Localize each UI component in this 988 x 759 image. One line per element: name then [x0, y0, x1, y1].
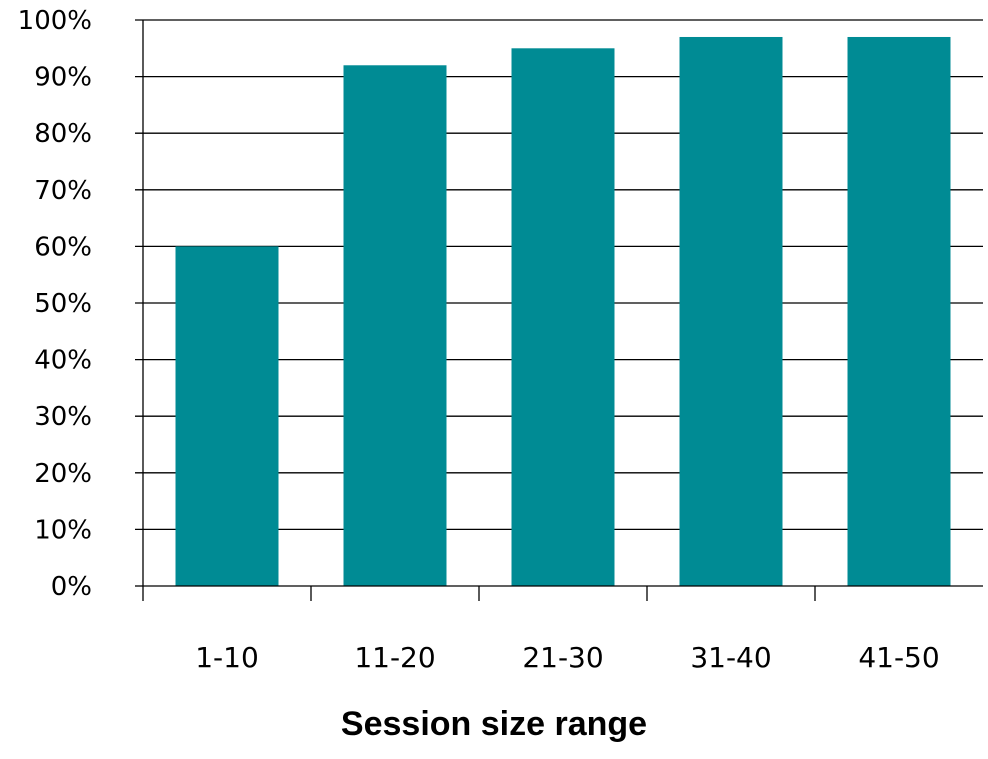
y-tick-label: 60%	[34, 232, 92, 262]
y-tick-label: 50%	[34, 289, 92, 319]
y-tick-label: 30%	[34, 402, 92, 432]
axes	[135, 20, 983, 601]
y-tick-label: 10%	[34, 515, 92, 545]
y-tick-label: 100%	[18, 6, 92, 36]
bar	[175, 246, 279, 586]
bar	[679, 36, 783, 587]
x-tick-label: 21-30	[522, 641, 603, 674]
y-tick-label: 70%	[34, 176, 92, 206]
y-tick-label: 40%	[34, 346, 92, 376]
x-tick-label: 41-50	[858, 641, 939, 674]
y-tick-label: 90%	[34, 63, 92, 93]
y-tick-label: 0%	[51, 572, 92, 602]
tick-labels: 0% 10% 20% 30% 40% 50% 60% 70% 80% 90% 100% 1-10 11-…	[18, 6, 940, 674]
x-axis-title: Session size range	[340, 705, 648, 743]
bar	[511, 48, 615, 587]
y-tick-label: 80%	[34, 119, 92, 149]
bar	[343, 65, 447, 586]
y-tick-label: 20%	[34, 459, 92, 489]
x-tick-label: 1-10	[195, 641, 259, 674]
x-tick-label: 11-20	[354, 641, 435, 674]
bars	[175, 36, 951, 587]
x-tick-label: 31-40	[690, 641, 771, 674]
bar	[847, 36, 951, 587]
